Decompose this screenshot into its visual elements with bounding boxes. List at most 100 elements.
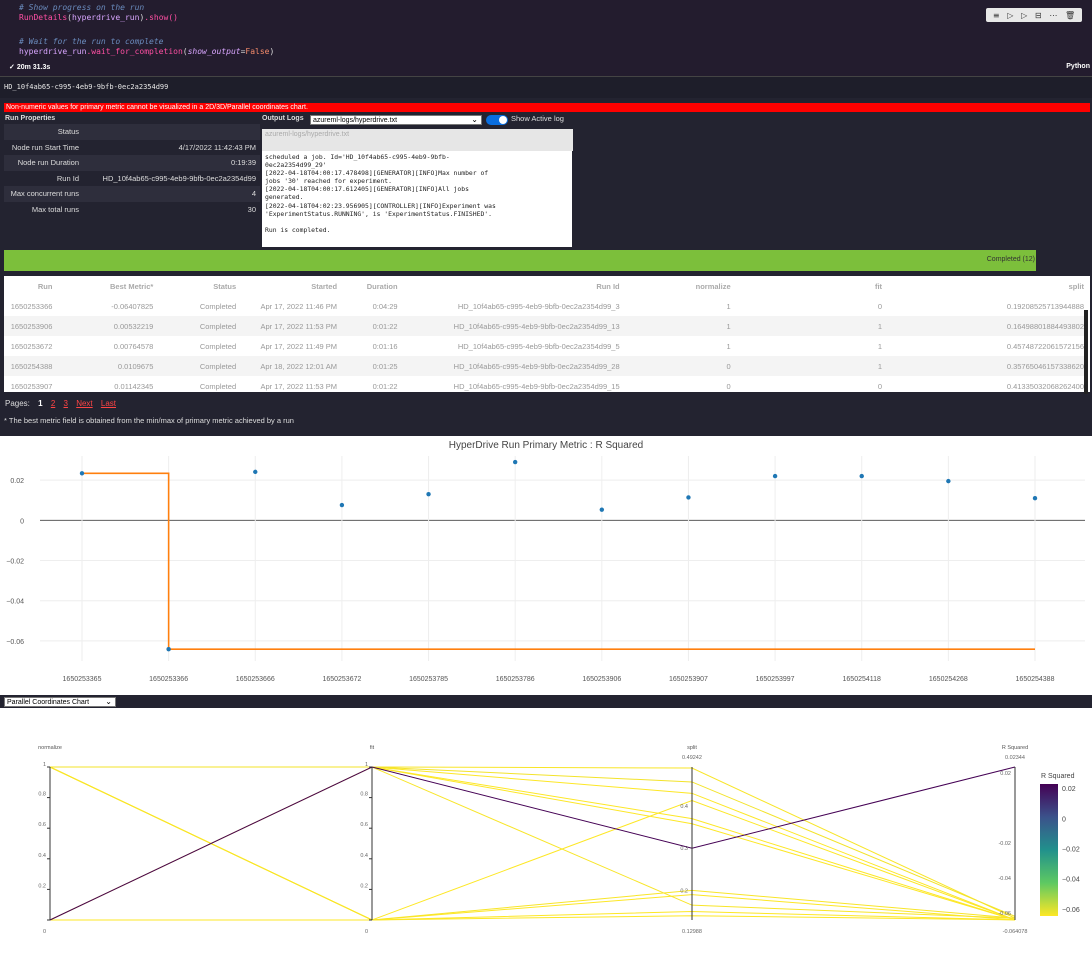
active-log-toggle[interactable] <box>486 115 508 125</box>
table-cell: 0 <box>726 381 731 391</box>
data-point <box>512 459 518 465</box>
log-file-select[interactable]: azureml-logs/hyperdrive.txt ⌄ <box>310 115 482 125</box>
code-line[interactable]: hyperdrive_run.wait_for_completion(show_… <box>19 47 275 56</box>
column-header-duration[interactable]: Duration <box>366 281 398 291</box>
column-header-run-id[interactable]: Run Id <box>596 281 620 291</box>
table-row[interactable]: 1650253366 -0.06407825 Completed Apr 17, 20… <box>4 296 1084 316</box>
page-1-link[interactable]: 1 <box>38 399 43 408</box>
last-page-link[interactable]: Last <box>100 399 117 408</box>
page-3-link[interactable]: 3 <box>63 399 68 408</box>
y-tick-label: 0 <box>20 518 24 525</box>
progress-label: Completed (12) <box>986 256 1035 263</box>
table-cell: 0.00532219 <box>52 316 154 336</box>
axis-tick-label: 0.2 <box>38 883 46 889</box>
colorbar <box>1040 784 1058 916</box>
check-icon: ✓ <box>9 64 15 71</box>
more-icon[interactable]: ⋯ <box>1049 10 1058 20</box>
table-cell: 0:01:25 <box>337 356 398 376</box>
pagination: Pages: 1 2 3 Next Last <box>5 399 122 408</box>
table-cell: Completed <box>153 356 237 376</box>
table-scrollbar[interactable] <box>1084 310 1088 394</box>
chevron-down-icon: ⌄ <box>471 115 478 124</box>
log-scrollbar[interactable] <box>569 155 572 239</box>
axis-tick-label: -0.06 <box>998 911 1011 917</box>
column-header-best-metric-[interactable]: Best Metric* <box>110 281 154 291</box>
format-icon[interactable]: ≡ <box>992 10 1000 20</box>
data-point <box>859 473 864 479</box>
colorbar-title: R Squared <box>1041 773 1075 780</box>
code-comment: # Wait for the run to complete <box>19 37 164 46</box>
property-value: 4 <box>251 189 256 198</box>
axis-tick-label: 0.8 <box>360 792 368 798</box>
chart-type-select[interactable]: Parallel Coordinates Chart ⌄ <box>4 697 116 707</box>
table-cell: HD_10f4ab65-c995-4eb9-9bfb-0ec2a2354d99_… <box>397 316 620 336</box>
colorbar-tick: −0.04 <box>1062 877 1080 884</box>
property-value: HD_10f4ab65-c995-4eb9-9bfb-0ec2a2354d99 <box>102 173 256 183</box>
column-header-run[interactable]: Run <box>37 281 53 291</box>
axis-max-label: 0.02344 <box>1005 755 1025 761</box>
runs-table: Run Best Metric* Status Started Duration Run … <box>4 276 1090 394</box>
axis-min-label: 0.12988 <box>682 929 702 935</box>
table-cell: 0.0109675 <box>52 356 154 376</box>
axis-label: fit <box>370 745 375 751</box>
data-line <box>49 766 1016 921</box>
code-method: .show() <box>144 13 178 22</box>
table-cell: Completed <box>199 341 237 351</box>
x-tick-label: 1650253785 <box>409 676 448 683</box>
run-below-icon[interactable]: ▷ <box>1021 10 1028 20</box>
axis-tick-label: -0.02 <box>998 841 1011 847</box>
data-point <box>772 473 778 479</box>
axis-tick-label: 1 <box>365 762 368 768</box>
chevron-down-icon: ⌄ <box>105 697 112 706</box>
chart-separator <box>0 695 1092 708</box>
table-cell: 1650254388 <box>4 356 53 376</box>
table-cell: 1 <box>619 316 731 336</box>
progress-bar: Completed (12) <box>4 250 1036 271</box>
data-point <box>426 491 431 497</box>
property-key: Run Id <box>56 173 79 183</box>
run-above-icon[interactable]: ▷ <box>1007 10 1014 20</box>
property-key: Max total runs <box>31 204 79 214</box>
code-fn: RunDetails <box>19 13 68 22</box>
table-row[interactable]: 1650253906 0.00532219 Completed Apr 17, 202… <box>4 316 1084 336</box>
language-label[interactable]: Python <box>1066 63 1090 70</box>
column-header-split[interactable]: split <box>1068 281 1084 291</box>
property-key: Node run Start Time <box>11 142 79 152</box>
x-tick-label: 1650254388 <box>1016 676 1055 683</box>
y-tick-label: 0.02 <box>10 478 24 485</box>
execution-timer: ✓ 20m 31.3s <box>9 63 50 71</box>
table-cell: 0.35765046157338620 <box>882 356 1084 376</box>
table-row[interactable]: 1650253907 0.01142345 Completed Apr 17, 202… <box>4 376 1084 396</box>
next-page-link[interactable]: Next <box>76 399 93 408</box>
table-row[interactable]: 1650254388 0.0109675 Completed Apr 18, 2022… <box>4 356 1084 376</box>
axis-max-label: 0.49242 <box>682 755 702 761</box>
cell-toolbar: ≡ ▷ ▷ ⊟ ⋯ 🗑 <box>986 8 1082 22</box>
y-tick-label: −0.02 <box>6 559 24 566</box>
axis-tick-label: -0.04 <box>998 876 1011 882</box>
table-row[interactable]: 1650253672 0.00764578 Completed Apr 17, 202… <box>4 336 1084 356</box>
delete-icon[interactable]: 🗑 <box>1065 10 1076 20</box>
table-cell: 1650253366 <box>10 301 53 311</box>
column-header-status[interactable]: Status <box>213 281 237 291</box>
run-properties-panel: Run Properties Status Node run Start Time… <box>4 113 260 246</box>
table-cell: HD_10f4ab65-c995-4eb9-9bfb-0ec2a2354d99_… <box>397 356 620 376</box>
column-header-fit[interactable]: fit <box>874 281 883 291</box>
property-key: Status <box>57 127 79 136</box>
table-cell: 0:04:29 <box>372 301 398 311</box>
property-row: Run Id HD_10f4ab65-c995-4eb9-9bfb-0ec2a23… <box>4 171 260 187</box>
log-path: azureml-logs/hyperdrive.txt <box>262 129 573 151</box>
log-textarea[interactable]: scheduled a job. Id='HD_10f4ab65-c995-4e… <box>262 151 572 247</box>
table-cell: 0 <box>877 301 883 311</box>
alert-banner: Non-numeric values for primary metric ca… <box>4 103 1090 112</box>
table-cell: 1 <box>877 341 883 351</box>
table-cell: 0:01:22 <box>372 381 398 391</box>
y-tick-label: −0.06 <box>6 639 24 646</box>
column-header-started[interactable]: Started <box>311 281 338 291</box>
column-header-normalize[interactable]: normalize <box>695 281 731 291</box>
table-cell: Apr 17, 2022 11:53 PM <box>236 316 338 336</box>
code-line[interactable]: RunDetails(hyperdrive_run).show() <box>19 13 178 22</box>
split-cell-icon[interactable]: ⊟ <box>1034 10 1042 20</box>
run-details-widget: Non-numeric values for primary metric ca… <box>0 98 1092 436</box>
table-cell: 0.19208525713944888 <box>1006 301 1084 311</box>
page-2-link[interactable]: 2 <box>50 399 56 408</box>
